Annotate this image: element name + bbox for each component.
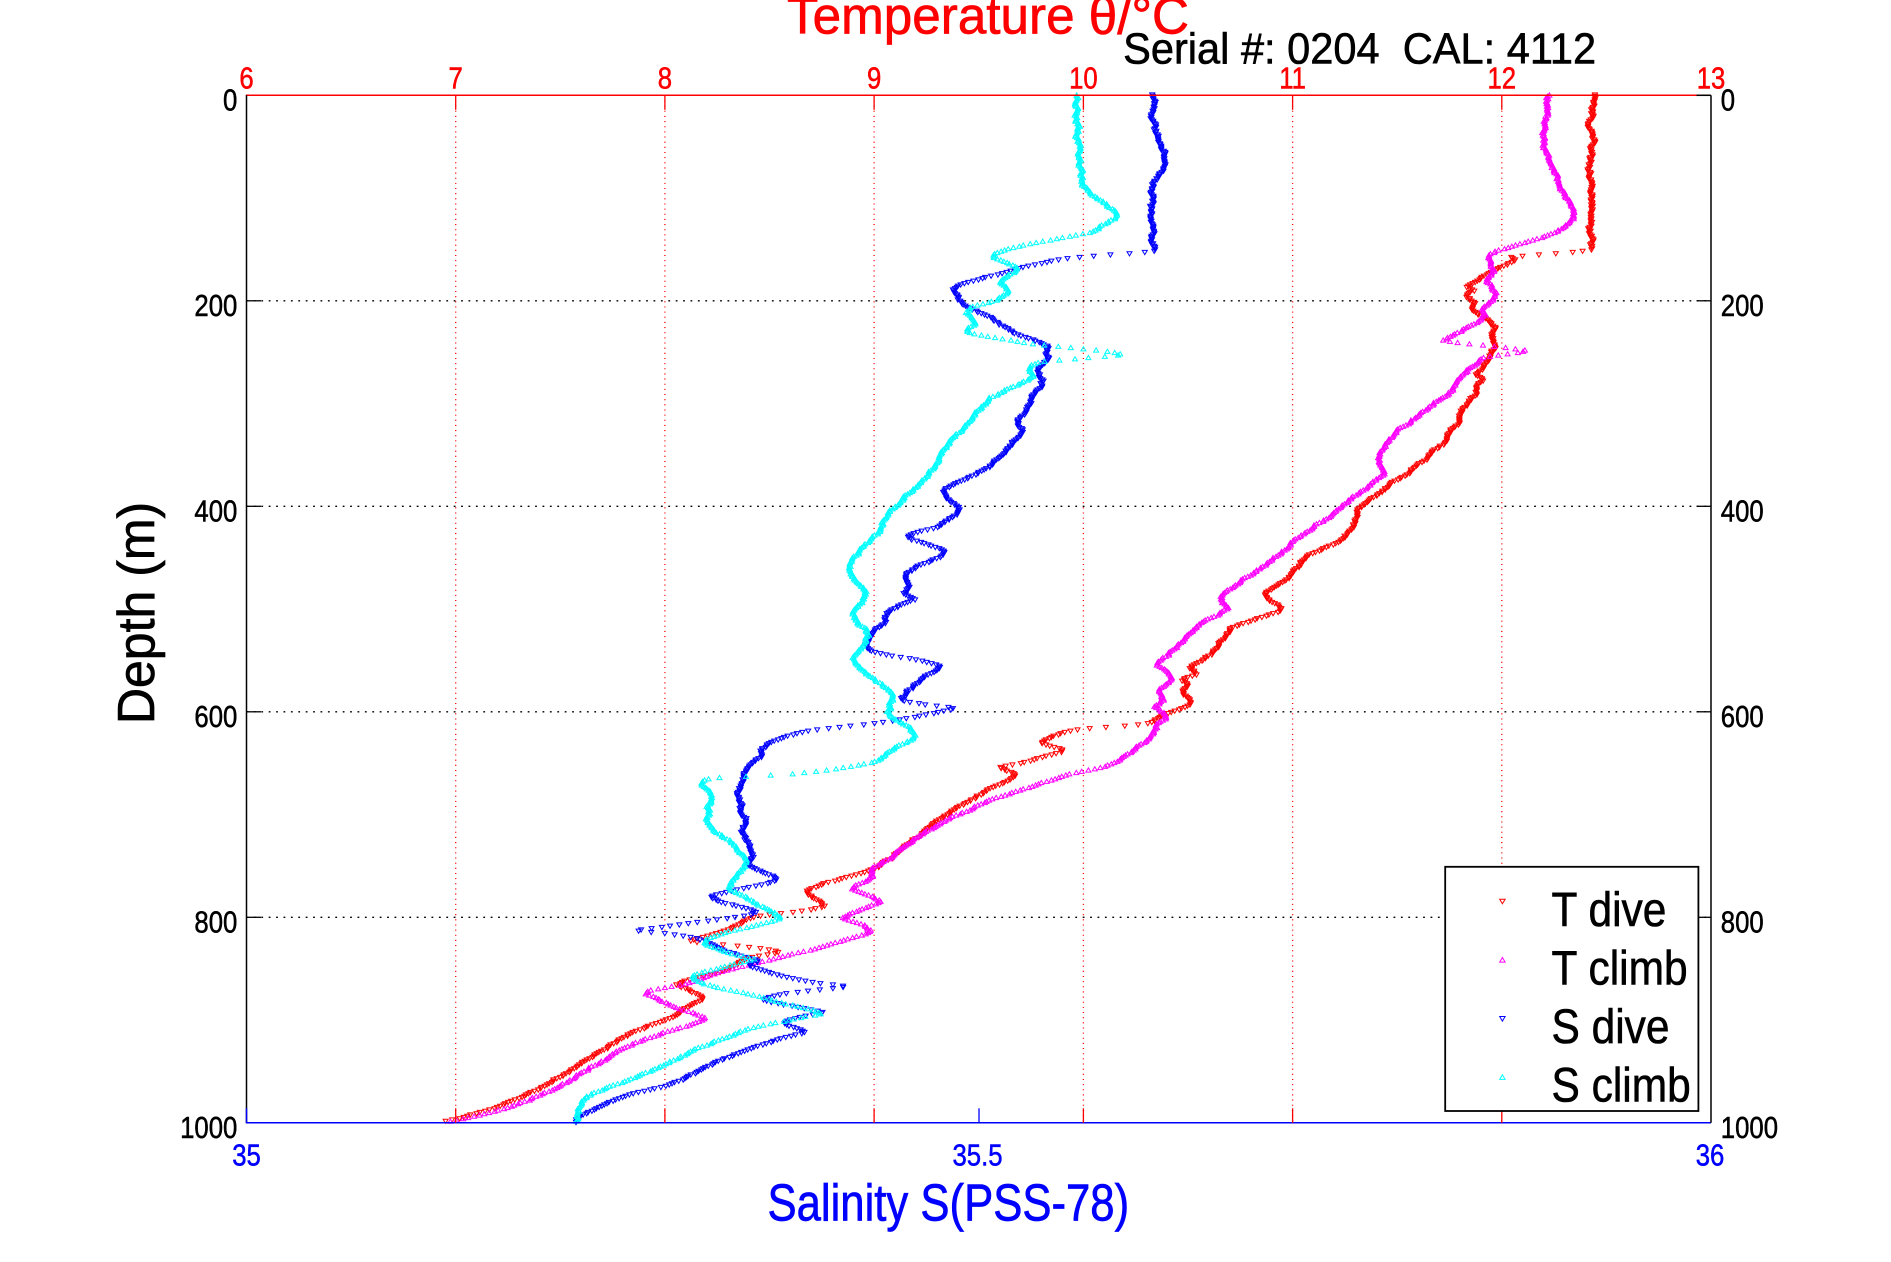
svg-text:400: 400 xyxy=(1721,494,1764,529)
svg-text:200: 200 xyxy=(1721,289,1764,324)
svg-text:600: 600 xyxy=(194,700,237,735)
svg-text:13: 13 xyxy=(1697,61,1726,96)
svg-text:200: 200 xyxy=(194,289,237,324)
svg-text:12: 12 xyxy=(1487,61,1516,96)
svg-text:800: 800 xyxy=(1721,905,1764,940)
svg-text:7: 7 xyxy=(449,61,463,96)
svg-text:Depth (m): Depth (m) xyxy=(107,502,165,724)
svg-text:8: 8 xyxy=(658,61,672,96)
svg-text:400: 400 xyxy=(194,494,237,529)
svg-text:0: 0 xyxy=(1721,83,1735,118)
svg-text:S dive: S dive xyxy=(1552,1000,1670,1054)
svg-text:9: 9 xyxy=(867,61,881,96)
svg-text:6: 6 xyxy=(239,61,253,96)
svg-text:Salinity S(PSS-78): Salinity S(PSS-78) xyxy=(767,1175,1129,1232)
svg-text:800: 800 xyxy=(194,905,237,940)
svg-text:0: 0 xyxy=(223,83,237,118)
svg-text:1000: 1000 xyxy=(180,1111,237,1146)
svg-text:600: 600 xyxy=(1721,700,1764,735)
svg-text:Serial #: 0204 CAL: 4112: Serial #: 0204 CAL: 4112 xyxy=(1123,24,1596,73)
svg-text:35.5: 35.5 xyxy=(952,1138,1002,1173)
svg-text:11: 11 xyxy=(1279,61,1306,96)
svg-text:T climb: T climb xyxy=(1552,941,1688,995)
svg-text:T dive: T dive xyxy=(1552,882,1667,936)
svg-text:36: 36 xyxy=(1696,1138,1725,1173)
svg-text:1000: 1000 xyxy=(1721,1111,1778,1146)
svg-text:Temperature θ/°C: Temperature θ/°C xyxy=(787,0,1189,45)
svg-text:10: 10 xyxy=(1069,61,1098,96)
svg-text:S climb: S climb xyxy=(1552,1058,1691,1112)
svg-text:35: 35 xyxy=(232,1138,261,1173)
